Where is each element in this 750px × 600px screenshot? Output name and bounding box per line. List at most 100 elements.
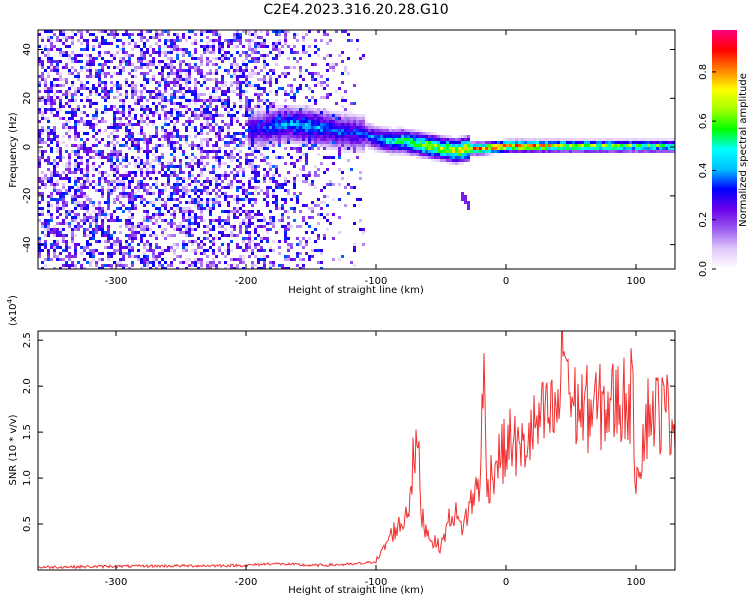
spectrogram-cell: [227, 129, 230, 132]
spectrogram-cell: [98, 252, 101, 255]
spectrogram-cell: [314, 138, 317, 141]
spectrogram-cell: [272, 165, 275, 168]
spectrogram-cell: [131, 75, 134, 78]
spectrogram-cell: [137, 138, 140, 141]
spectrogram-cell: [266, 141, 269, 144]
spectrogram-cell: [83, 192, 86, 195]
spectrogram-cell: [272, 189, 275, 192]
spectrogram-cell: [329, 141, 332, 144]
spectrogram-cell: [518, 138, 521, 141]
spectrogram-cell: [62, 156, 65, 159]
spectrogram-cell: [65, 246, 68, 249]
spectrogram-cell: [566, 138, 569, 141]
spectrogram-cell: [146, 201, 149, 204]
spectrogram-cell: [110, 132, 113, 135]
spectrogram-cell: [284, 93, 287, 96]
x-tick-label: -300: [105, 276, 128, 287]
spectrogram-cell: [83, 213, 86, 216]
spectrogram-cell: [140, 168, 143, 171]
spectrogram-cell: [56, 69, 59, 72]
spectrogram-cell: [275, 144, 278, 147]
spectrogram-cell: [320, 117, 323, 120]
spectrogram-cell: [572, 147, 575, 150]
spectrogram-cell: [71, 219, 74, 222]
spectrogram-cell: [104, 180, 107, 183]
spectrogram-cell: [245, 228, 248, 231]
spectrogram-cell: [134, 171, 137, 174]
spectrogram-cell: [44, 177, 47, 180]
spectrogram-cell: [53, 162, 56, 165]
spectrogram-cell: [143, 105, 146, 108]
spectrogram-cell: [587, 141, 590, 144]
spectrogram-cell: [374, 147, 377, 150]
y-tick-label: -20: [22, 188, 33, 204]
spectrogram-cell: [419, 138, 422, 141]
spectrogram-cell: [71, 255, 74, 258]
spectrogram-cell: [143, 186, 146, 189]
spectrogram-cell: [320, 138, 323, 141]
spectrogram-cell: [50, 108, 53, 111]
spectrogram-cell: [353, 222, 356, 225]
spectrogram-cell: [545, 141, 548, 144]
spectrogram-cell: [251, 33, 254, 36]
spectrogram-cell: [113, 144, 116, 147]
spectrogram-cell: [77, 75, 80, 78]
spectrogram-cell: [161, 174, 164, 177]
spectrogram-cell: [173, 135, 176, 138]
spectrogram-cell: [122, 69, 125, 72]
spectrogram-cell: [230, 186, 233, 189]
spectrogram-cell: [113, 33, 116, 36]
spectrogram-cell: [326, 204, 329, 207]
spectrogram-cell: [152, 60, 155, 63]
spectrogram-cell: [317, 54, 320, 57]
spectrogram-cell: [62, 192, 65, 195]
spectrogram-cell: [398, 138, 401, 141]
spectrogram-cell: [41, 171, 44, 174]
spectrogram-cell: [635, 141, 638, 144]
spectrogram-cell: [83, 234, 86, 237]
spectrogram-cell: [179, 63, 182, 66]
spectrogram-cell: [182, 114, 185, 117]
spectrogram-cell: [74, 255, 77, 258]
spectrogram-cell: [527, 141, 530, 144]
spectrogram-cell: [563, 150, 566, 153]
spectrogram-cell: [59, 198, 62, 201]
spectrogram-cell: [227, 174, 230, 177]
spectrogram-cell: [578, 138, 581, 141]
spectrogram-cell: [68, 159, 71, 162]
spectrogram-cell: [251, 84, 254, 87]
spectrogram-cell: [401, 141, 404, 144]
spectrogram-cell: [131, 84, 134, 87]
spectrogram-cell: [350, 102, 353, 105]
spectrogram-cell: [119, 231, 122, 234]
spectrogram-cell: [326, 183, 329, 186]
spectrogram-cell: [140, 138, 143, 141]
spectrogram-cell: [131, 90, 134, 93]
spectrogram-cell: [257, 123, 260, 126]
spectrogram-cell: [155, 129, 158, 132]
spectrogram-cell: [449, 138, 452, 141]
spectrogram-cell: [299, 144, 302, 147]
spectrogram-cell: [365, 141, 368, 144]
spectrogram-cell: [56, 240, 59, 243]
spectrogram-cell: [626, 141, 629, 144]
spectrogram-cell: [239, 54, 242, 57]
spectrogram-cell: [476, 144, 479, 147]
spectrogram-cell: [41, 105, 44, 108]
spectrogram-cell: [92, 186, 95, 189]
spectrogram-cell: [557, 138, 560, 141]
spectrogram-cell: [149, 108, 152, 111]
spectrogram-cell: [182, 195, 185, 198]
spectrogram-cell: [140, 195, 143, 198]
spectrogram-cell: [68, 105, 71, 108]
spectrogram-cell: [293, 36, 296, 39]
spectrogram-cell: [212, 120, 215, 123]
spectrogram-cell: [263, 225, 266, 228]
spectrogram-cell: [350, 120, 353, 123]
spectrogram-cell: [269, 180, 272, 183]
spectrogram-cell: [272, 216, 275, 219]
spectrogram-cell: [293, 135, 296, 138]
spectrogram-cell: [236, 120, 239, 123]
spectrogram-cell: [317, 153, 320, 156]
spectrogram-cell: [281, 126, 284, 129]
